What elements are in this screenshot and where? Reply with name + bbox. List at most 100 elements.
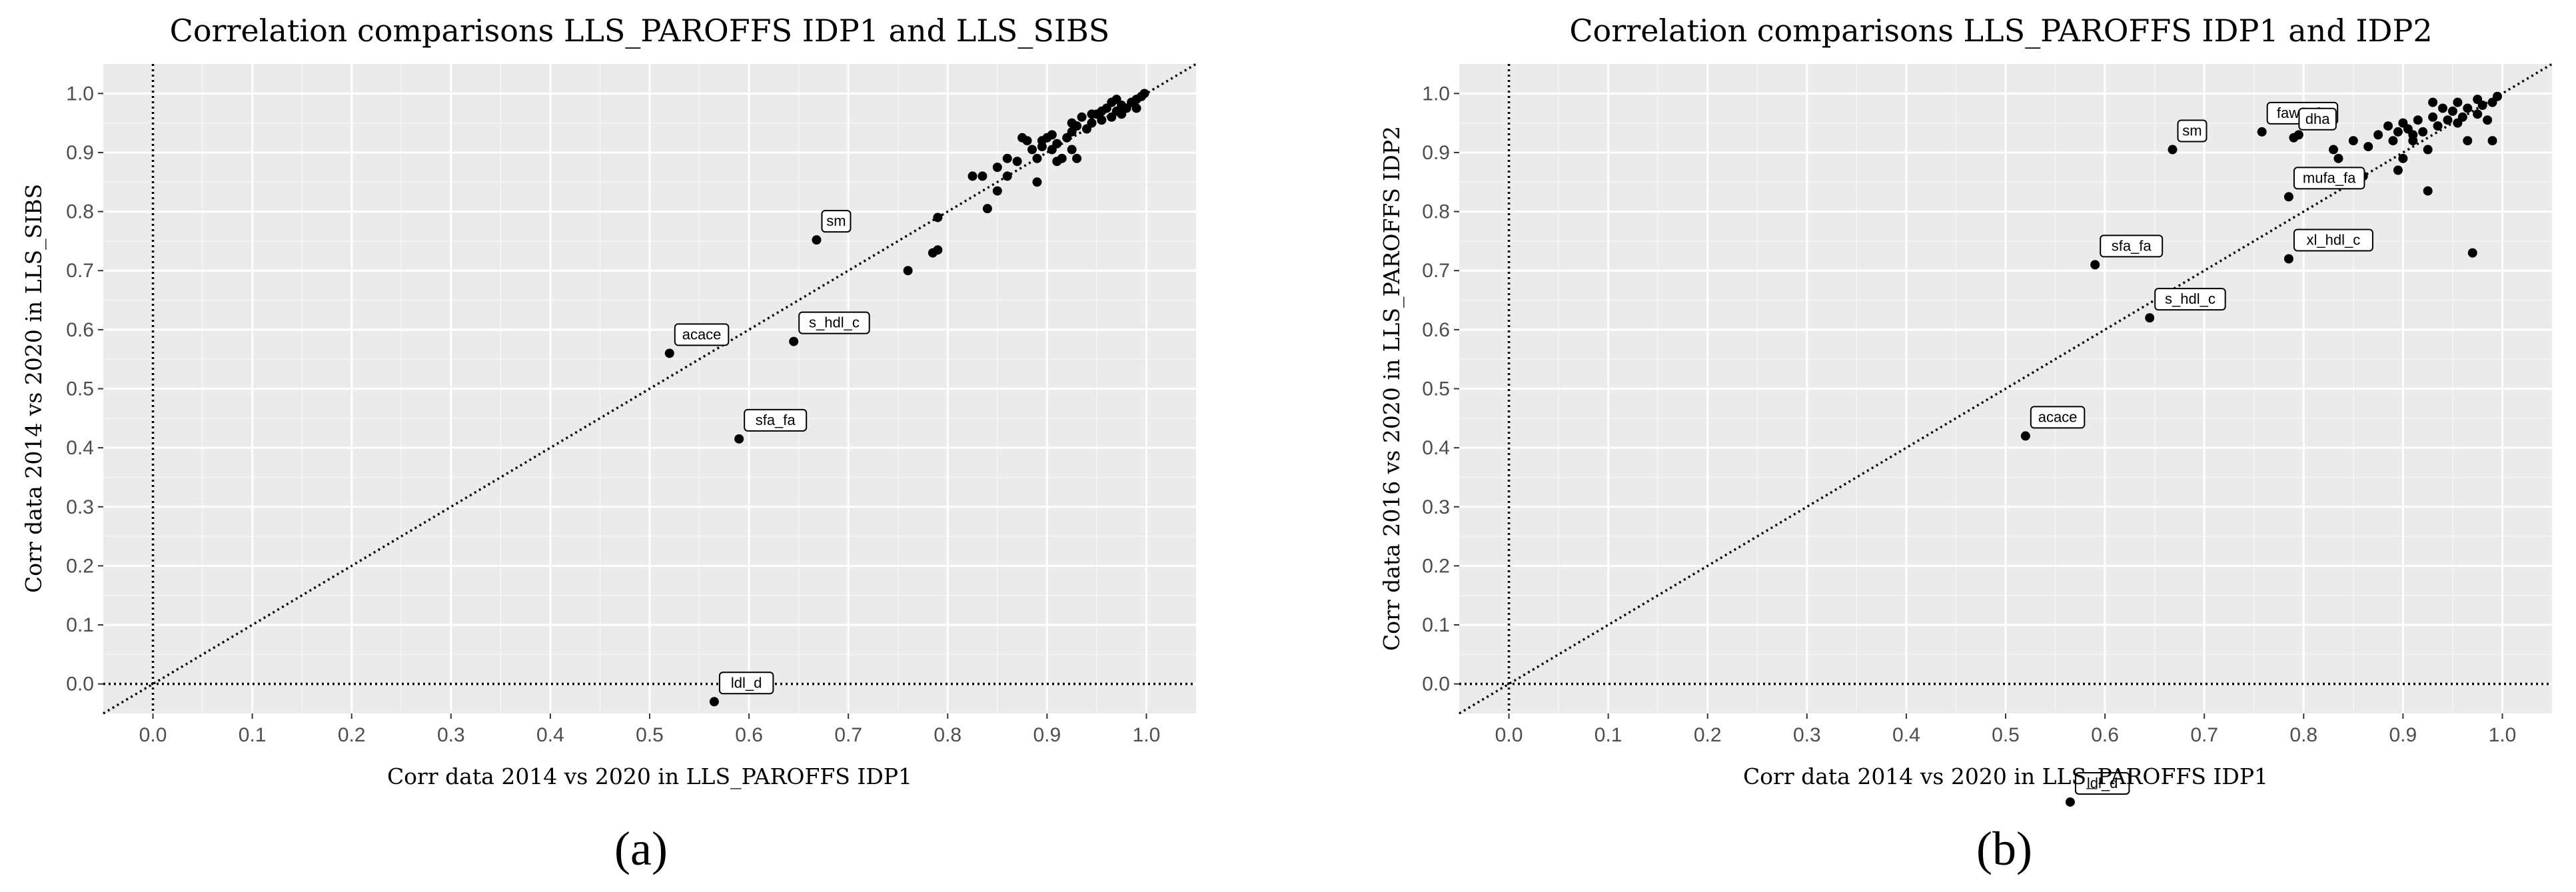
point-label-box <box>2177 119 2208 143</box>
data-point <box>2453 118 2463 128</box>
data-point <box>1047 130 1057 140</box>
data-point <box>2467 248 2477 258</box>
data-point <box>1097 106 1107 116</box>
chart-title: Correlation comparisons LLS_PAROFFS IDP1… <box>170 13 1110 49</box>
x-tick-label: 0.7 <box>2190 724 2218 746</box>
x-tick-label: 0.6 <box>735 724 763 746</box>
data-point <box>992 163 1002 173</box>
data-point <box>734 434 744 444</box>
point-label: xl_hdl_c <box>2307 232 2361 248</box>
data-point <box>1067 145 1077 155</box>
panel-a: Correlation comparisons LLS_PAROFFS IDP1… <box>21 13 1197 875</box>
x-tick-label: 1.0 <box>1133 724 1161 746</box>
point-label: acace <box>2038 408 2078 425</box>
x-axis-title: Corr data 2014 vs 2020 in LLS_PAROFFS ID… <box>387 763 912 790</box>
y-axis-title: Corr data 2016 vs 2020 in LLS_PAROFFS ID… <box>1379 126 1405 651</box>
point-label-box <box>718 671 774 695</box>
data-points <box>2020 91 2502 807</box>
x-tick-label: 0.3 <box>437 724 465 746</box>
data-point <box>2090 260 2100 270</box>
x-tick-label: 0.5 <box>636 724 664 746</box>
data-point <box>2363 142 2373 152</box>
y-tick-label: 0.5 <box>1422 378 1450 400</box>
data-point <box>2463 103 2473 113</box>
data-point <box>2487 136 2497 146</box>
data-point <box>2333 153 2343 163</box>
data-point <box>2428 97 2438 107</box>
x-tick-label: 0.1 <box>239 724 267 746</box>
data-point <box>2438 103 2447 113</box>
y-tick-label: 0.7 <box>66 260 94 282</box>
point-label: sfa_fa <box>756 412 796 428</box>
x-tick-label: 0.2 <box>338 724 366 746</box>
data-point <box>2433 121 2443 131</box>
y-tick-label: 1.0 <box>1422 83 1450 105</box>
x-tick-label: 0.8 <box>2289 724 2317 746</box>
data-point <box>2398 118 2408 128</box>
data-point <box>2443 115 2453 125</box>
point-label: sfa_fa <box>2112 237 2152 254</box>
point-label-box <box>798 311 870 334</box>
data-point <box>982 204 992 214</box>
data-point <box>1032 153 1042 163</box>
y-tick-label: 0.0 <box>1422 673 1450 695</box>
x-tick-label: 0.5 <box>1992 724 2020 746</box>
data-point <box>2020 431 2030 441</box>
identity-line <box>103 63 1197 715</box>
data-point <box>1139 89 1149 99</box>
y-tick-label: 0.0 <box>66 673 94 695</box>
data-point <box>1087 118 1097 128</box>
data-point <box>1052 139 1062 149</box>
data-point <box>2453 97 2463 107</box>
y-tick-label: 0.3 <box>1422 496 1450 518</box>
data-point <box>664 348 674 358</box>
x-tick-label: 0.9 <box>2389 724 2417 746</box>
point-label-box <box>2074 771 2130 795</box>
point-label-box <box>2293 228 2373 252</box>
y-tick-label: 0.5 <box>66 378 94 400</box>
point-label-box <box>2298 107 2337 131</box>
x-tick-label: 0.3 <box>1793 724 1821 746</box>
point-label-box <box>2030 406 2086 429</box>
x-tick-label: 0.0 <box>1495 724 1523 746</box>
x-axis-title: Corr data 2014 vs 2020 in LLS_PAROFFS ID… <box>1743 763 2268 790</box>
data-point <box>2388 136 2398 146</box>
data-point <box>992 186 1002 196</box>
y-tick-labels: 0.0 0.1 0.2 0.3 0.4 0.5 0.6 0.7 0.8 0.9 1.0 <box>66 83 103 695</box>
data-point <box>1032 177 1042 187</box>
x-tick-label: 0.7 <box>834 724 862 746</box>
point-label-box <box>2100 234 2164 258</box>
data-point <box>977 171 987 181</box>
data-point <box>1067 118 1077 128</box>
y-tick-label: 0.4 <box>1422 437 1450 459</box>
data-point <box>2447 106 2457 116</box>
data-point <box>2413 115 2423 125</box>
data-point <box>2329 145 2338 155</box>
y-tick-label: 0.7 <box>1422 260 1450 282</box>
data-point <box>1002 171 1012 181</box>
data-point <box>2473 109 2483 119</box>
x-tick-label: 0.1 <box>1595 724 1622 746</box>
point-label-box <box>821 210 852 233</box>
data-point <box>2418 127 2428 137</box>
data-point <box>2283 192 2293 202</box>
point-label: sm <box>826 213 846 229</box>
data-point <box>2293 130 2303 140</box>
y-tick-label: 0.8 <box>1422 201 1450 223</box>
data-point <box>2398 153 2408 163</box>
point-labels: acace ldl_d sfa_fa s_hdl_c sm <box>674 210 870 695</box>
reference-lines <box>1459 63 2553 715</box>
data-point <box>933 245 943 255</box>
data-point <box>789 336 799 346</box>
data-point <box>2393 127 2403 137</box>
y-tick-label: 0.9 <box>66 142 94 164</box>
x-tick-label: 0.2 <box>1694 724 1722 746</box>
x-tick-label: 0.4 <box>1892 724 1920 746</box>
data-point <box>2257 127 2267 137</box>
data-point <box>2428 112 2438 122</box>
data-point <box>2473 95 2483 105</box>
x-tick-labels: 0.0 0.1 0.2 0.3 0.4 0.5 0.6 0.7 0.8 0.9 1.0 <box>1495 713 2516 746</box>
data-point <box>2373 130 2383 140</box>
point-label: acace <box>682 326 722 342</box>
y-tick-label: 0.6 <box>1422 319 1450 341</box>
